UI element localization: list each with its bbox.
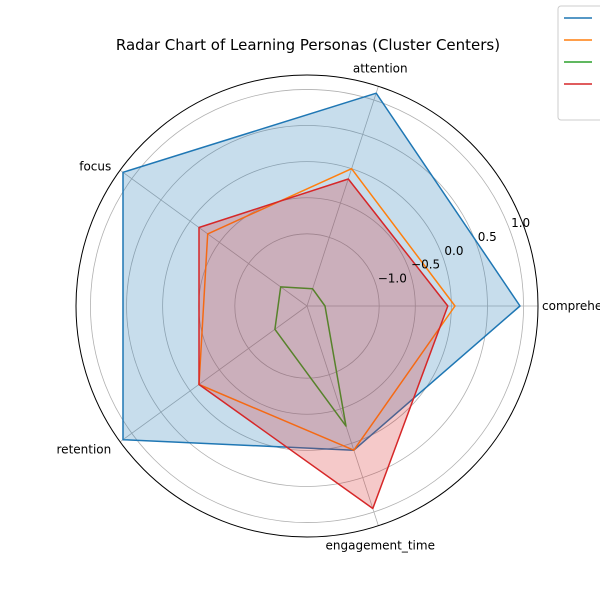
grid-spoke bbox=[306, 86, 379, 307]
axis-label-retention: retention bbox=[57, 442, 112, 456]
r-tick-label: −1.0 bbox=[378, 271, 407, 285]
series-3-fill bbox=[199, 179, 448, 509]
r-tick-label: 1.0 bbox=[511, 216, 530, 230]
grid-spoke bbox=[306, 305, 379, 526]
series-0-fill bbox=[123, 93, 520, 451]
axis-label-attention: attention bbox=[353, 62, 408, 76]
series-3-line bbox=[198, 178, 449, 510]
series-2-line bbox=[274, 286, 347, 427]
legend bbox=[557, 5, 600, 121]
labels-layer: comprehension attention focus retention enga… bbox=[57, 62, 600, 553]
series-0-line bbox=[122, 92, 521, 451]
series-1-line bbox=[198, 167, 456, 451]
chart-title: Radar Chart of Learning Personas (Cluste… bbox=[116, 36, 500, 54]
r-tick-label: 0.5 bbox=[478, 230, 497, 244]
radar-grid bbox=[75, 74, 539, 538]
axis-label-comprehension: comprehension bbox=[542, 299, 600, 313]
polar-frame bbox=[75, 74, 539, 538]
series-layer bbox=[122, 92, 521, 510]
axis-label-focus: focus bbox=[79, 160, 111, 174]
axis-label-engagement_time: engagement_time bbox=[326, 538, 435, 552]
grid-spoke bbox=[119, 305, 308, 443]
legend-box bbox=[557, 5, 600, 121]
r-tick-label: −0.5 bbox=[411, 258, 440, 272]
grid-spoke bbox=[119, 169, 308, 307]
r-tick-label: 0.0 bbox=[444, 244, 463, 258]
